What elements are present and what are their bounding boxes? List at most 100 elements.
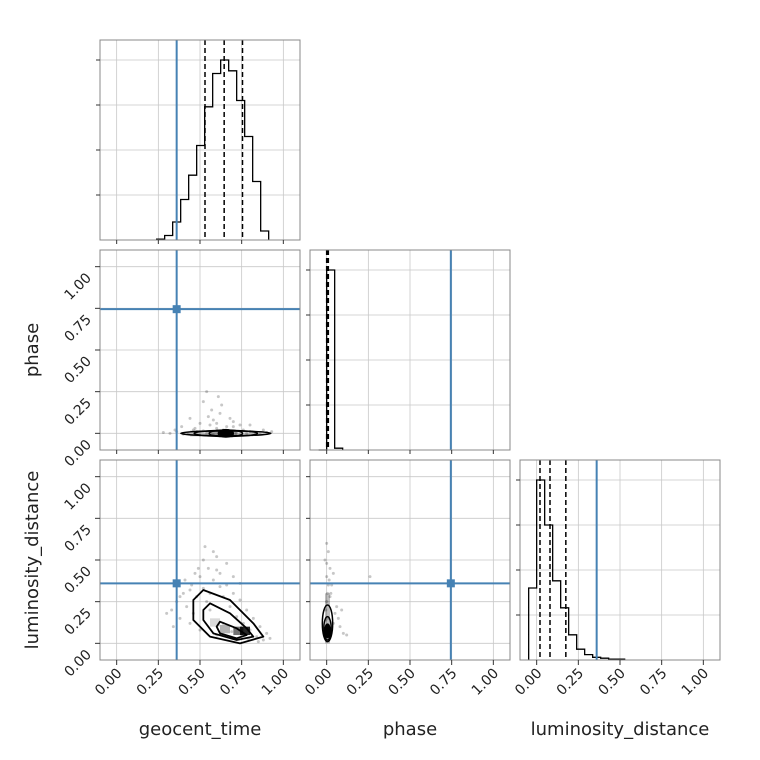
histogram-panel-phase [306, 249, 511, 451]
sample-point [171, 625, 175, 629]
sample-point [211, 578, 215, 582]
x-tick-label: 1.00 [469, 666, 502, 699]
y-tick-label: 0.75 [61, 522, 94, 555]
histogram-step-line [156, 59, 270, 240]
sample-point [181, 591, 185, 595]
sample-point [328, 566, 332, 570]
density-contour [323, 615, 332, 641]
sample-point [328, 595, 332, 599]
sample-point [161, 431, 165, 434]
sample-point [228, 416, 232, 420]
sample-point [178, 616, 182, 620]
sample-point [323, 558, 327, 562]
truth-marker [172, 305, 181, 314]
y-tick-label: 0.25 [61, 395, 94, 428]
density-shade [240, 626, 250, 635]
sample-point [368, 575, 372, 579]
sample-point [235, 615, 239, 619]
sample-point [208, 608, 212, 612]
sample-point [245, 431, 249, 435]
sample-point [265, 631, 269, 635]
sample-point [198, 421, 202, 425]
sample-point [215, 426, 219, 430]
y-tick-label: 1.00 [61, 270, 94, 303]
sample-point [261, 638, 265, 642]
sample-point [340, 608, 344, 612]
sample-point [331, 571, 335, 575]
sample-point [188, 621, 192, 625]
density-contour [321, 604, 334, 643]
sample-point [178, 595, 182, 599]
y-tick-label: 0.25 [61, 605, 94, 638]
sample-point [215, 555, 219, 559]
sample-point [248, 423, 252, 427]
truth-marker [172, 579, 181, 588]
sample-point [196, 566, 200, 570]
sample-point [231, 420, 235, 424]
sample-point [225, 425, 229, 429]
sample-point [338, 625, 342, 629]
sample-point [208, 423, 212, 427]
x-tick-label: 0.50 [595, 666, 628, 699]
sample-point [185, 605, 189, 609]
histogram-step-line [528, 479, 626, 660]
x-tick-label: 0.25 [554, 666, 587, 699]
sample-point [325, 561, 329, 565]
sample-point [215, 421, 219, 425]
sample-point [205, 431, 209, 435]
y-tick-label: 0.50 [61, 564, 94, 597]
scatter-panel-geocent-time-vs-luminosity-distance [99, 459, 301, 661]
sample-point [230, 630, 234, 634]
y-tick-label: 1.00 [61, 480, 94, 513]
sample-point [345, 633, 349, 637]
x-tick-label: 0.00 [302, 666, 335, 699]
sample-point [216, 395, 220, 399]
sample-point [231, 575, 235, 579]
x-tick-label: 0.25 [344, 666, 377, 699]
y-tick-label: 0.50 [61, 354, 94, 387]
sample-point [218, 571, 222, 575]
sample-point [261, 428, 265, 432]
sample-point [258, 625, 262, 629]
sample-point [183, 578, 187, 582]
sample-point [198, 628, 202, 632]
x-tick-label: 0.50 [175, 666, 208, 699]
sample-point [231, 591, 235, 595]
sample-point [324, 608, 328, 612]
sample-point [255, 635, 259, 639]
x-tick-label: 0.50 [385, 666, 418, 699]
sample-point [210, 408, 214, 412]
sample-point [218, 411, 222, 415]
scatter-panel-geocent-time-vs-phase [99, 249, 301, 451]
sample-point [201, 558, 205, 562]
x-tick-label: 0.75 [217, 666, 250, 699]
sample-point [245, 608, 249, 612]
sample-point [211, 418, 215, 422]
sample-point [188, 588, 192, 592]
sample-point [231, 425, 235, 429]
x-tick-label: 1.00 [259, 666, 292, 699]
sample-point [327, 578, 331, 582]
sample-point [341, 631, 345, 635]
sample-point [333, 611, 337, 615]
sample-point [218, 585, 222, 589]
sample-point [228, 605, 232, 609]
x-axis-label-geocent-time: geocent_time [139, 719, 262, 740]
sample-point [326, 550, 330, 554]
sample-point [251, 616, 255, 620]
sample-point [225, 561, 229, 565]
sample-point [193, 426, 197, 430]
density-contour [192, 589, 265, 645]
sample-point [201, 400, 205, 404]
sample-point [238, 598, 242, 602]
x-tick-label: 0.00 [512, 666, 545, 699]
y-axis-label-phase: phase [22, 323, 43, 377]
sample-point [238, 423, 242, 427]
sample-point [206, 566, 210, 570]
x-tick-label: 0.75 [427, 666, 460, 699]
density-shade [325, 593, 330, 644]
sample-point [180, 425, 184, 429]
density-shade [233, 626, 244, 635]
sample-point [203, 545, 207, 549]
